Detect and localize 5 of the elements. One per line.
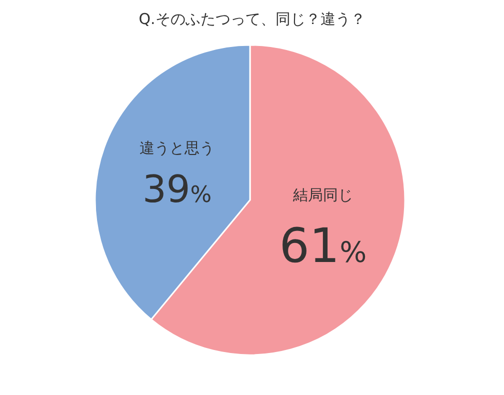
chart-title: Q.そのふたつって、同じ？違う？ — [138, 10, 366, 28]
data-label: 61% — [279, 218, 367, 274]
slice-label: 違うと思う — [140, 139, 215, 158]
data-label: 39% — [142, 166, 212, 211]
slice-label: 結局同じ — [292, 186, 353, 204]
